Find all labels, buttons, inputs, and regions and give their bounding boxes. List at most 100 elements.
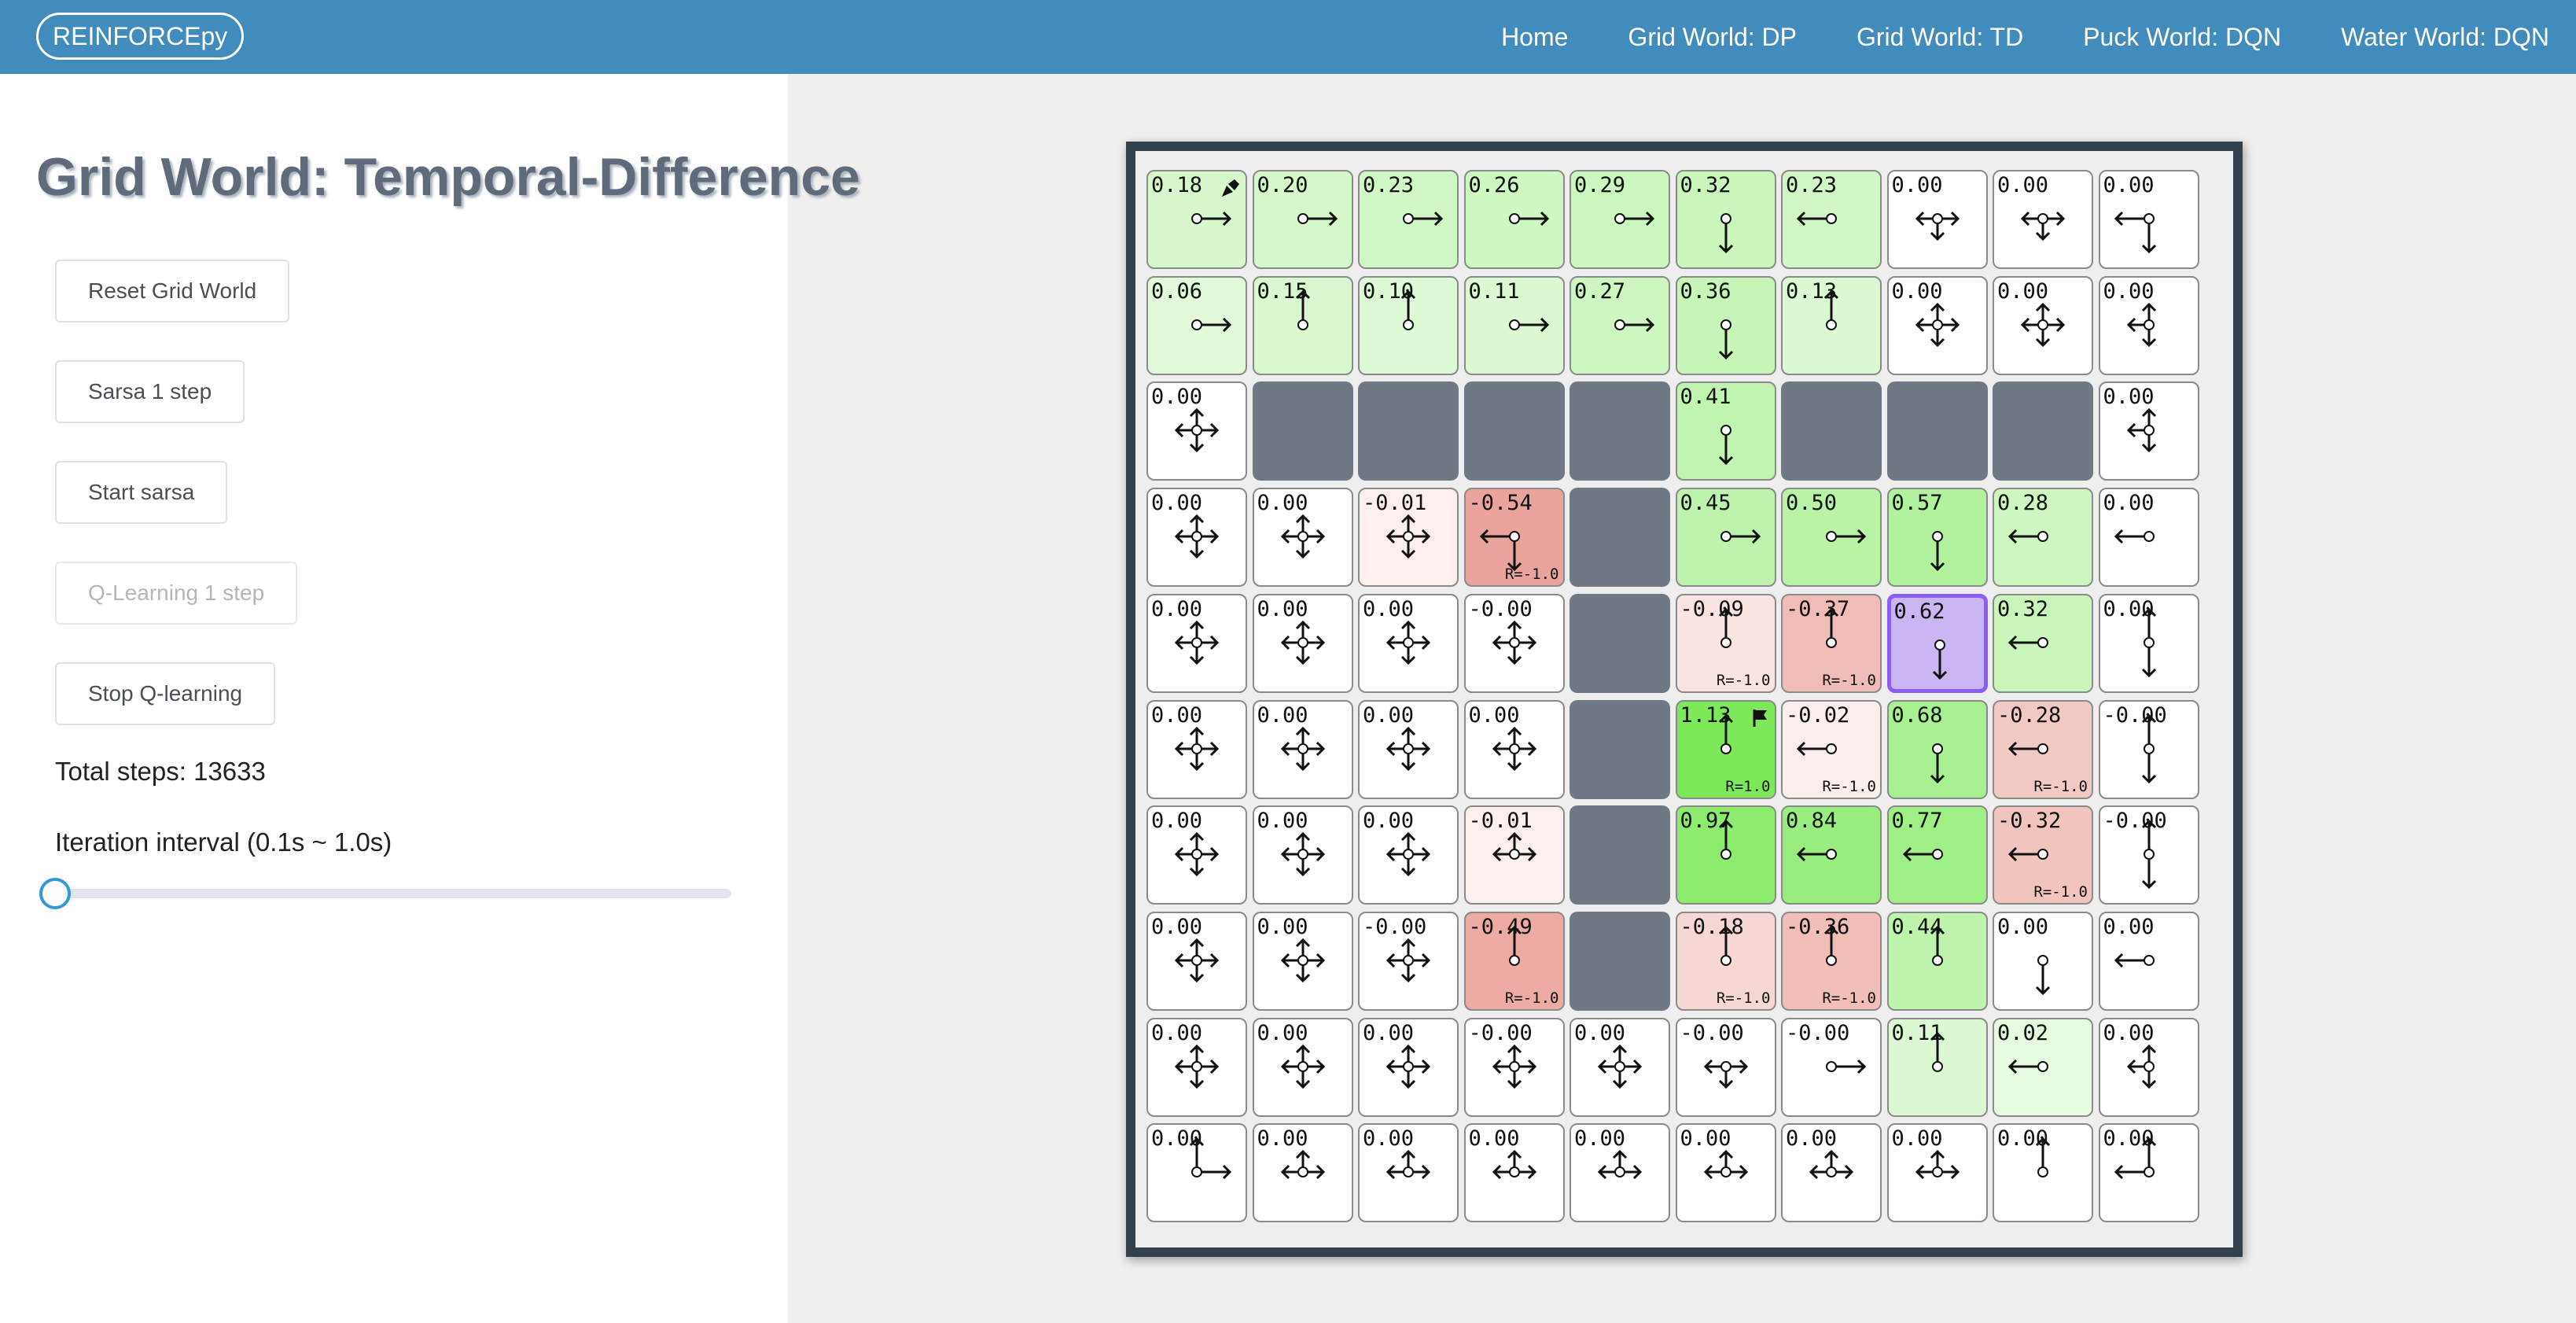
grid-cell[interactable]: 0.00: [1146, 699, 1247, 799]
grid-cell[interactable]: 0.00: [1993, 170, 2093, 269]
grid-cell[interactable]: 0.00: [2098, 381, 2199, 481]
grid-cell[interactable]: 0.68: [1886, 699, 1988, 799]
grid-wall-cell[interactable]: [1570, 699, 1670, 799]
grid-cell[interactable]: 0.00: [1886, 1123, 1988, 1223]
grid-cell[interactable]: 0.00: [1358, 699, 1459, 799]
grid-cell[interactable]: -0.01: [1463, 805, 1565, 905]
grid-cell[interactable]: 0.26: [1463, 170, 1565, 269]
grid-cell[interactable]: 0.00: [1252, 911, 1353, 1011]
brand-logo[interactable]: REINFORCEpy: [36, 13, 245, 60]
grid-cell[interactable]: 0.20: [1252, 170, 1353, 269]
grid-cell[interactable]: -0.00: [1463, 1017, 1565, 1117]
grid-cell[interactable]: 0.10: [1358, 275, 1459, 375]
grid-cell[interactable]: 0.32: [1675, 170, 1776, 269]
grid-cell[interactable]: -0.00: [1675, 1017, 1776, 1117]
grid-cell[interactable]: 0.00: [2098, 593, 2199, 693]
grid-cell[interactable]: 0.00: [1781, 1123, 1882, 1223]
grid-wall-cell[interactable]: [1886, 381, 1988, 481]
grid-cell[interactable]: 0.00: [2098, 170, 2199, 269]
grid-cell[interactable]: 0.27: [1570, 275, 1670, 375]
grid-cell[interactable]: -0.36 R=-1.0: [1781, 911, 1882, 1011]
iteration-interval-slider-track[interactable]: [55, 889, 731, 898]
grid-cell[interactable]: 0.00: [1675, 1123, 1776, 1223]
grid-cell[interactable]: 0.00: [1358, 593, 1459, 693]
grid-cell[interactable]: 0.00: [1570, 1017, 1670, 1117]
grid-cell[interactable]: 0.00: [1252, 488, 1353, 588]
grid-cell[interactable]: -0.28 R=-1.0: [1993, 699, 2093, 799]
grid-cell[interactable]: 0.45: [1675, 488, 1776, 588]
grid-cell[interactable]: 0.00: [1146, 1123, 1247, 1223]
grid-cell[interactable]: 0.00: [1252, 805, 1353, 905]
grid-cell[interactable]: -0.00: [2098, 699, 2199, 799]
grid-cell[interactable]: 0.00: [1252, 1017, 1353, 1117]
reset-grid-world-button[interactable]: Reset Grid World: [55, 260, 290, 322]
grid-cell[interactable]: 0.00: [1146, 805, 1247, 905]
grid-cell[interactable]: -0.00: [2098, 805, 2199, 905]
grid-wall-cell[interactable]: [1252, 381, 1353, 481]
grid-cell[interactable]: 0.00: [1570, 1123, 1670, 1223]
grid-cell[interactable]: -0.54 R=-1.0: [1463, 488, 1565, 588]
nav-link-grid-world-dp[interactable]: Grid World: DP: [1628, 22, 1797, 51]
grid-cell[interactable]: -0.00: [1781, 1017, 1882, 1117]
grid-cell[interactable]: 0.23: [1781, 170, 1882, 269]
iteration-interval-slider-thumb[interactable]: [39, 878, 71, 909]
agent-cell[interactable]: 0.62: [1886, 593, 1988, 693]
grid-cell[interactable]: 0.06: [1146, 275, 1247, 375]
grid-cell[interactable]: 0.15: [1252, 275, 1353, 375]
grid-wall-cell[interactable]: [1570, 805, 1670, 905]
grid-wall-cell[interactable]: [1358, 381, 1459, 481]
grid-cell[interactable]: 0.00: [2098, 488, 2199, 588]
q-learning-one-step-button[interactable]: Q-Learning 1 step: [55, 562, 298, 625]
grid-wall-cell[interactable]: [1993, 381, 2093, 481]
grid-wall-cell[interactable]: [1781, 381, 1882, 481]
grid-cell[interactable]: 0.00: [1886, 170, 1988, 269]
grid-cell[interactable]: -0.37 R=-1.0: [1781, 593, 1882, 693]
grid-cell[interactable]: 0.84: [1781, 805, 1882, 905]
grid-cell[interactable]: 0.00: [1993, 1123, 2093, 1223]
grid-cell[interactable]: 0.11: [1463, 275, 1565, 375]
grid-cell[interactable]: 0.00: [1146, 381, 1247, 481]
grid-wall-cell[interactable]: [1463, 381, 1565, 481]
grid-cell[interactable]: -0.01: [1358, 488, 1459, 588]
grid-cell[interactable]: 0.36: [1675, 275, 1776, 375]
grid-cell[interactable]: 0.00: [1358, 805, 1459, 905]
grid-cell[interactable]: 0.00: [1993, 911, 2093, 1011]
grid-cell[interactable]: 0.02: [1993, 1017, 2093, 1117]
grid-cell[interactable]: 0.41: [1675, 381, 1776, 481]
grid-cell[interactable]: 0.00: [1146, 593, 1247, 693]
grid-cell[interactable]: 0.50: [1781, 488, 1882, 588]
sarsa-one-step-button[interactable]: Sarsa 1 step: [55, 360, 245, 423]
grid-cell[interactable]: 0.00: [2098, 911, 2199, 1011]
start-sarsa-button[interactable]: Start sarsa: [55, 461, 228, 524]
grid-wall-cell[interactable]: [1570, 488, 1670, 588]
stop-q-learning-button[interactable]: Stop Q-learning: [55, 662, 276, 725]
grid-cell[interactable]: 0.13: [1781, 275, 1882, 375]
grid-cell[interactable]: -0.00: [1358, 911, 1459, 1011]
nav-link-puck-world-dqn[interactable]: Puck World: DQN: [2083, 22, 2282, 51]
grid-cell[interactable]: 1.13 R=1.0: [1675, 699, 1776, 799]
grid-cell[interactable]: 0.11: [1886, 1017, 1988, 1117]
grid-cell[interactable]: 0.00: [1252, 593, 1353, 693]
grid-cell[interactable]: 0.23: [1358, 170, 1459, 269]
grid-cell[interactable]: 0.57: [1886, 488, 1988, 588]
grid-cell[interactable]: 0.00: [1358, 1017, 1459, 1117]
grid-cell[interactable]: 0.00: [1463, 699, 1565, 799]
grid-cell[interactable]: 0.00: [1146, 1017, 1247, 1117]
grid-cell[interactable]: -0.18 R=-1.0: [1675, 911, 1776, 1011]
grid-cell[interactable]: 0.00: [1358, 1123, 1459, 1223]
grid-cell[interactable]: 0.44: [1886, 911, 1988, 1011]
grid-cell[interactable]: -0.09 R=-1.0: [1675, 593, 1776, 693]
grid-cell[interactable]: 0.00: [2098, 1017, 2199, 1117]
grid-wall-cell[interactable]: [1570, 381, 1670, 481]
nav-link-water-world-dqn[interactable]: Water World: DQN: [2341, 22, 2549, 51]
grid-cell[interactable]: 0.00: [2098, 275, 2199, 375]
grid-cell[interactable]: 0.32: [1993, 593, 2093, 693]
grid-cell[interactable]: 0.00: [2098, 1123, 2199, 1223]
grid-cell[interactable]: 0.29: [1570, 170, 1670, 269]
grid-wall-cell[interactable]: [1570, 911, 1670, 1011]
grid-cell[interactable]: 0.97: [1675, 805, 1776, 905]
grid-cell[interactable]: -0.00: [1463, 593, 1565, 693]
nav-link-grid-world-td[interactable]: Grid World: TD: [1856, 22, 2024, 51]
grid-cell[interactable]: -0.02 R=-1.0: [1781, 699, 1882, 799]
grid-cell[interactable]: 0.00: [1146, 911, 1247, 1011]
